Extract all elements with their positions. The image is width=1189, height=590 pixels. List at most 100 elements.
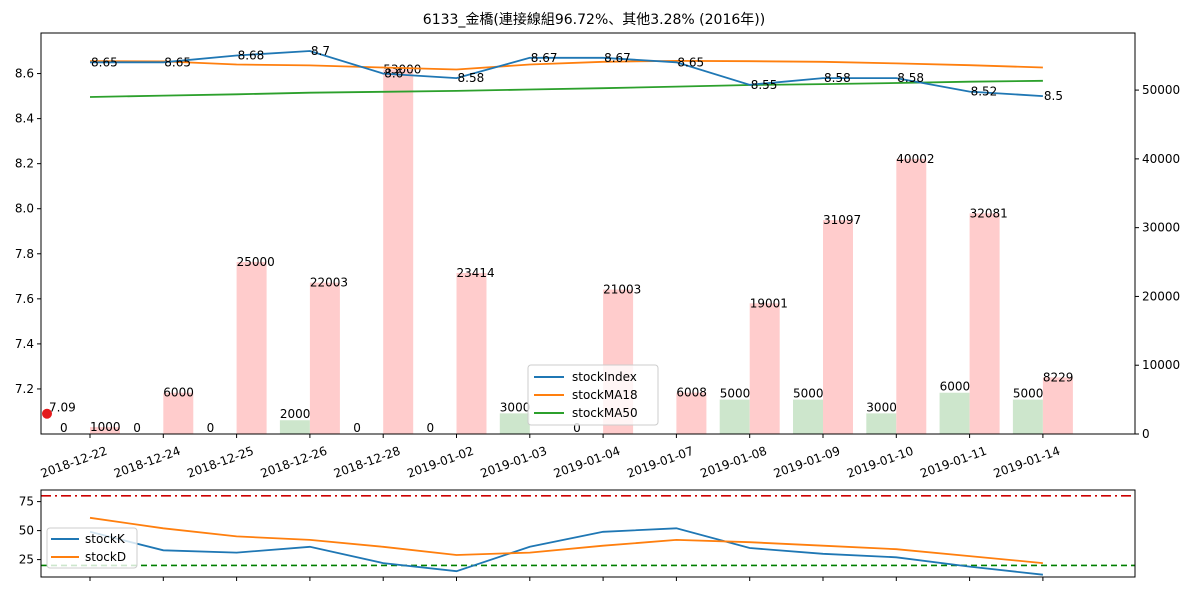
green-volume-bar (793, 400, 823, 434)
kd-legend: stockK stockD (47, 528, 137, 568)
red-volume-bar (970, 213, 1000, 434)
red-volume-bar (896, 159, 926, 434)
x-axis-tick-label: 2018-12-24 (112, 444, 182, 481)
x-axis-tick-label: 2019-01-10 (845, 444, 915, 481)
green-bar-label: 3000 (866, 400, 897, 414)
right-axis-tick-label: 40000 (1142, 152, 1180, 166)
right-axis-tick-label: 50000 (1142, 83, 1180, 97)
index-value-label: 8.5 (1044, 89, 1063, 103)
green-bar-label: 5000 (1013, 387, 1044, 401)
x-axis-tick-label: 2019-01-02 (405, 444, 475, 481)
x-axis-tick-label: 2019-01-09 (772, 444, 842, 481)
left-axis-tick-label: 8.0 (15, 202, 34, 216)
green-volume-bar (940, 393, 970, 434)
right-axis-tick-label: 10000 (1142, 358, 1180, 372)
red-bar-label: 25000 (237, 255, 275, 269)
x-axis-tick-label: 2019-01-14 (992, 444, 1062, 481)
red-bar-label: 19001 (750, 296, 788, 310)
low-marker-label: 7.09 (49, 401, 76, 415)
right-axis-tick-label: 0 (1142, 427, 1150, 441)
green-bar-label: 0 (207, 421, 215, 435)
index-value-label: 8.68 (238, 49, 265, 63)
green-bar-label: 3000 (500, 400, 531, 414)
main-legend: stockIndex stockMA18 stockMA50 (528, 365, 658, 425)
red-bar-label: 1000 (90, 420, 121, 434)
index-value-label: 8.65 (164, 55, 191, 69)
index-value-label: 8.67 (531, 51, 558, 65)
legend-label: stockIndex (572, 370, 637, 384)
left-axis-tick-label: 8.6 (15, 67, 34, 81)
green-volume-bar (866, 413, 896, 434)
index-value-label: 8.58 (824, 71, 851, 85)
green-bar-label: 6000 (940, 380, 971, 394)
index-value-label: 8.58 (458, 71, 485, 85)
red-bar-label: 40002 (896, 152, 934, 166)
index-value-label: 8.65 (91, 55, 118, 69)
red-bar-label: 32081 (970, 206, 1008, 220)
red-bar-label: 22003 (310, 276, 348, 290)
left-axis-tick-label: 8.4 (15, 112, 34, 126)
index-value-label: 8.65 (677, 55, 704, 69)
red-volume-bar (750, 303, 780, 434)
series-line-stockd (90, 518, 1043, 563)
chart-title: 6133_金橋(連接線組96.72%、其他3.28% (2016年)) (423, 11, 765, 28)
kd-plot: 25 50 75 stockK stockD (19, 490, 1135, 581)
kd-axis-tick-label: 75 (19, 495, 34, 509)
red-bar-label: 31097 (823, 213, 861, 227)
x-axis-tick-label: 2019-01-11 (918, 444, 988, 481)
red-bar-label: 8229 (1043, 370, 1074, 384)
index-value-label: 8.55 (751, 78, 778, 92)
green-bar-label: 0 (60, 421, 68, 435)
red-volume-bar (237, 262, 267, 434)
index-value-label: 8.67 (604, 51, 631, 65)
red-bar-label: 6008 (676, 386, 707, 400)
green-bar-label: 5000 (720, 387, 751, 401)
green-bar-label: 0 (133, 421, 141, 435)
index-value-label: 8.58 (897, 71, 924, 85)
red-volume-bar (823, 220, 853, 434)
x-axis-tick-label: 2018-12-22 (39, 444, 109, 481)
legend-label: stockMA18 (572, 388, 638, 402)
right-axis-tick-label: 30000 (1142, 221, 1180, 235)
green-volume-bar (720, 400, 750, 434)
left-axis-tick-label: 7.8 (15, 247, 34, 261)
x-axis-tick-label: 2019-01-04 (552, 444, 622, 481)
green-bar-label: 5000 (793, 387, 824, 401)
x-axis-tick-label: 2019-01-07 (625, 444, 695, 481)
index-value-label: 8.6 (384, 67, 403, 81)
kd-legend-label: stockD (85, 550, 126, 564)
legend-label: stockMA50 (572, 406, 638, 420)
left-axis-tick-label: 7.2 (15, 382, 34, 396)
red-volume-bar (1043, 377, 1073, 434)
x-axis-tick-label: 2018-12-25 (185, 444, 255, 481)
green-volume-bar (280, 420, 310, 434)
green-bar-label: 0 (427, 421, 435, 435)
x-axis-tick-label: 2019-01-03 (478, 444, 548, 481)
green-volume-bar (1013, 400, 1043, 434)
left-axis-tick-label: 7.4 (15, 337, 34, 351)
series-line-stockma18 (90, 61, 1043, 70)
kd-axis-tick-label: 50 (19, 524, 34, 538)
red-volume-bar (457, 273, 487, 434)
red-volume-bar (383, 69, 413, 434)
red-bar-label: 6000 (163, 386, 194, 400)
kd-axis-tick-label: 25 (19, 553, 34, 567)
red-bar-label: 21003 (603, 283, 641, 297)
x-axis-tick-label: 2018-12-26 (259, 444, 329, 481)
kd-legend-label: stockK (85, 532, 126, 546)
x-axis-tick-label: 2019-01-08 (698, 444, 768, 481)
right-axis-tick-label: 20000 (1142, 289, 1180, 303)
index-value-label: 8.7 (311, 44, 330, 58)
green-bar-label: 0 (353, 421, 361, 435)
left-axis-tick-label: 8.2 (15, 157, 34, 171)
main-plot: 0 0 020000 0300005000 500030006000 5000100060… (15, 33, 1180, 481)
left-axis-tick-label: 7.6 (15, 292, 34, 306)
index-value-label: 8.52 (971, 85, 998, 99)
red-bar-label: 23414 (457, 266, 495, 280)
x-axis-tick-label: 2018-12-28 (332, 444, 402, 481)
green-bar-label: 2000 (280, 407, 311, 421)
red-volume-bar (310, 283, 340, 434)
green-volume-bar (500, 413, 530, 434)
